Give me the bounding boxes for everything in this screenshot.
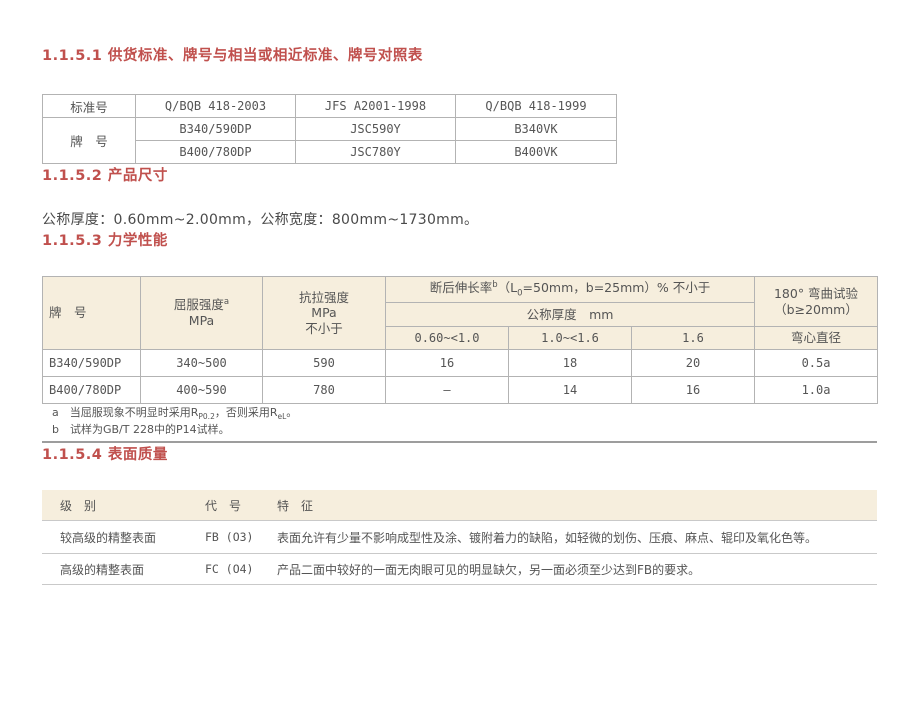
footnote-a-end: 。 [286,406,298,419]
standard-cell: Q/BQB 418-2003 [135,94,296,118]
footnote-a-sub2: eL [277,412,287,422]
footnote-b: b 试样为GB/T 228中的P14试样。 [52,422,230,436]
elongation-value-cell: 14 [508,376,632,404]
table-header-row: 级 别 代 号 特 征 [42,490,877,522]
heading-mechanical-properties: 1.1.5.3 力学性能 [42,233,168,249]
feature-cell: 产品二面中较好的一面无肉眼可见的明显缺欠，另一面必须至少达到FB的要求。 [277,553,877,586]
grade-cell: B400VK [455,140,617,164]
bend-condition: （b≥20mm） [774,301,858,317]
standards-comparison-table: 标准号 Q/BQB 418-2003 JFS A2001-1998 Q/BQB … [42,94,617,164]
grade-cell: JSC590Y [295,117,456,141]
t2-grade-header: 牌 号 [42,276,141,350]
code-header: 代 号 [205,490,277,522]
grade-cell: B400/780DP [135,140,296,164]
grade-cell: B340/590DP [42,349,141,377]
t2-thickness-header: 公称厚度 mm [384,302,756,327]
elongation-footnote-mark: b [492,279,498,290]
elongation-value-cell: 16 [385,349,509,377]
grade-cell: B340/590DP [135,117,296,141]
t2-tensile-strength-header: 抗拉强度 MPa 不小于 [262,276,386,350]
t2-yield-strength-header: 屈服强度a MPa [140,276,263,350]
bend-value-cell: 1.0a [754,376,879,404]
footnote-a: a 当屈服现象不明显时采用RP0.2，否则采用ReL。 [52,406,877,424]
grade-cell: B400/780DP [42,376,141,404]
level-cell: 较高级的精整表面 [42,520,205,555]
elongation-value-cell: 20 [630,349,756,377]
table-row: 高级的精整表面 FC (O4) 产品二面中较好的一面无肉眼可见的明显缺欠，另一面… [42,553,877,586]
table-row: 牌 号 B340/590DP JSC590Y B340VK [42,117,617,164]
yield-title: 屈服强度a [143,297,260,313]
thickness-range-cell: 1.6 [630,326,756,350]
tensile-value-cell: 780 [262,376,386,404]
footnote-a-text: a 当屈服现象不明显时采用R [52,406,199,419]
yield-unit: MPa [188,313,215,329]
product-size-text: 公称厚度：0.60mm~2.00mm，公称宽度：800mm~1730mm。 [42,212,479,228]
feature-header: 特 征 [277,490,877,522]
table-row: 标准号 Q/BQB 418-2003 JFS A2001-1998 Q/BQB … [42,94,617,118]
elongation-value-cell: 16 [630,376,756,404]
standard-no-label: 标准号 [42,94,136,118]
yield-value-cell: 400~590 [140,376,263,404]
tensile-value-cell: 590 [262,349,386,377]
yield-footnote-mark: a [223,297,230,308]
footnote-a-text2: ，否则采用R [214,406,278,419]
surface-quality-table: 级 别 代 号 特 征 较高级的精整表面 FB (O3) 表面允许有少量不影响成… [42,490,877,586]
level-header: 级 别 [42,490,205,522]
grade-cell: JSC780Y [295,140,456,164]
thickness-range-cell: 0.60~<1.0 [385,326,509,350]
mechanical-properties-table: 牌 号 屈服强度a MPa 抗拉强度 MPa 不小于 断后伸长率b（L0=50m… [42,276,879,404]
code-cell: FB (O3) [205,520,277,555]
code-cell: FC (O4) [205,553,277,586]
heading-surface-quality: 1.1.5.4 表面质量 [42,447,168,464]
table-row: B400/780DP JSC780Y B400VK [43,140,617,164]
thickness-range-cell: 1.0~<1.6 [508,326,632,350]
table-header-row: 公称厚度 mm [43,302,878,327]
t2-elongation-header: 断后伸长率b（L0=50mm，b=25mm）% 不小于 [384,276,756,303]
yield-value-cell: 340~500 [140,349,263,377]
t2-bend-test-header: 180° 弯曲试验 （b≥20mm） [754,276,879,327]
feature-cell: 表面允许有少量不影响成型性及涂、镀附着力的缺陷，如轻微的划伤、压痕、麻点、辊印及… [277,520,877,555]
table-row: B340/590DP 340~500 590 16 18 20 0.5a [42,349,879,377]
tensile-unit: MPa [311,305,337,321]
grade-cell: B340VK [455,117,617,141]
table-header-row: 牌 号 屈服强度a MPa 抗拉强度 MPa 不小于 断后伸长率b（L0=50m… [42,276,879,350]
bend-title: 180° 弯曲试验 [773,285,859,301]
table-row: B400/780DP 400~590 780 – 14 16 1.0a [42,376,879,404]
bend-value-cell: 0.5a [754,349,879,377]
tensile-qualifier: 不小于 [305,320,343,336]
elongation-cond-rest: =50mm，b=25mm）% 不小于 [522,280,711,296]
t2-bend-subheader: 弯心直径 [754,326,879,350]
grade-label: 牌 号 [42,117,136,164]
tensile-title: 抗拉强度 [298,289,349,305]
elongation-title: 断后伸长率 [429,280,493,296]
table-row: 较高级的精整表面 FB (O3) 表面允许有少量不影响成型性及涂、镀附着力的缺陷… [42,520,877,555]
footnote-a-sub1: P0.2 [198,412,215,422]
level-cell: 高级的精整表面 [42,553,205,586]
elongation-cond-open: （L [497,280,518,296]
heading-supply-standards: 1.1.5.1 供货标准、牌号与相当或相近标准、牌号对照表 [42,48,423,64]
standard-cell: Q/BQB 418-1999 [455,94,617,118]
yield-title-text: 屈服强度 [173,297,224,313]
elongation-sub: 0 [517,288,523,299]
heading-product-size: 1.1.5.2 产品尺寸 [42,168,168,184]
elongation-value-cell: 18 [508,349,632,377]
t2-footnotes: a 当屈服现象不明显时采用RP0.2，否则采用ReL。 b 试样为GB/T 22… [42,404,877,444]
elongation-value-cell: – [385,376,509,404]
standard-cell: JFS A2001-1998 [295,94,456,118]
